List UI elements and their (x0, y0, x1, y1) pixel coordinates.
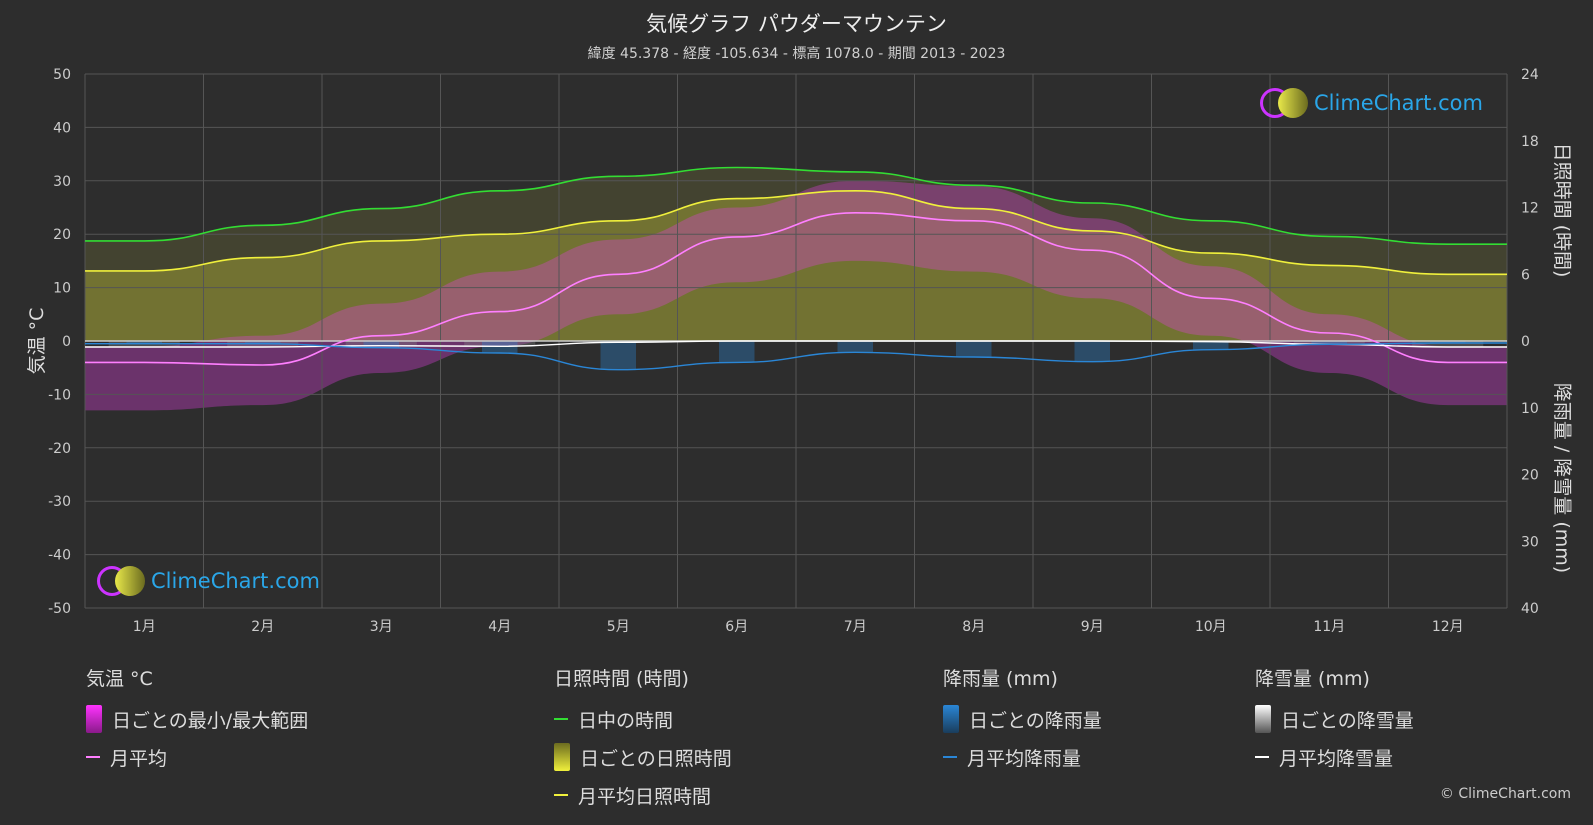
snow-swatch (1255, 705, 1271, 733)
rain-mean-line (85, 342, 1507, 371)
rain-bar (1074, 341, 1110, 362)
rain-bar (600, 341, 636, 370)
legend-snow: 降雪量 (mm) 日ごとの降雪量 月平均降雪量 (1255, 664, 1414, 776)
x-tick-label-month: 10月 (1195, 619, 1227, 635)
copyright: © ClimeChart.com (1439, 786, 1571, 802)
y-tick-label-temperature: 50 (53, 67, 71, 83)
legend-label: 日中の時間 (578, 709, 674, 732)
x-tick-label-month: 11月 (1313, 619, 1345, 635)
chart-title: 気候グラフ パウダーマウンテン (646, 12, 947, 36)
y-tick-label-precipitation: 30 (1521, 534, 1539, 550)
rain-bar (245, 341, 281, 344)
legend-label: 日ごとの日照時間 (580, 747, 732, 770)
y-axis-label-sunshine: 日照時間 (時間) (1551, 143, 1573, 278)
temp-range-swatch (86, 705, 102, 733)
logo-icon (97, 566, 147, 596)
legend-label: 日ごとの降雨量 (969, 709, 1102, 732)
x-tick-label-month: 6月 (725, 619, 748, 635)
snow-mean-line (85, 340, 1507, 348)
legend-rain: 降雨量 (mm) 日ごとの降雨量 月平均降雨量 (943, 664, 1102, 776)
x-tick-label-month: 8月 (962, 619, 985, 635)
legend-label: 月平均 (110, 747, 168, 770)
y-tick-label-temperature: -30 (48, 494, 71, 510)
y-tick-label-temperature: -50 (48, 601, 71, 617)
rain-bar (1430, 341, 1466, 343)
y-tick-label-temperature: -20 (48, 441, 71, 457)
logo-top[interactable]: ClimeChart.com (1260, 88, 1483, 118)
sunshine-mean-line (85, 189, 1507, 276)
y-tick-label-sunshine: 6 (1521, 267, 1530, 283)
x-tick-label-month: 1月 (133, 619, 156, 635)
logo-text: ClimeChart.com (1314, 91, 1483, 115)
y-tick-label-sunshine: 18 (1521, 134, 1539, 150)
y-tick-label-sunshine: 0 (1521, 334, 1530, 350)
sunshine-swatch (554, 743, 570, 771)
y-tick-label-sunshine: 12 (1521, 201, 1539, 217)
rain-bar (956, 341, 992, 357)
legend-title: 降雪量 (mm) (1255, 668, 1370, 690)
logo-icon (1260, 88, 1310, 118)
legend-temperature: 気温 °C 日ごとの最小/最大範囲 月平均 (86, 664, 308, 776)
rain-bar (126, 341, 162, 344)
temperature-mean-line (85, 211, 1507, 366)
legend-label: 月平均日照時間 (578, 785, 712, 808)
legend-sunshine: 日照時間 (時間) 日中の時間 日ごとの日照時間 月平均日照時間 (554, 664, 732, 814)
y-tick-label-precipitation: 20 (1521, 468, 1539, 484)
legend-label: 月平均降雪量 (1279, 747, 1394, 770)
snow-bar (345, 341, 417, 346)
chart-subtitle: 緯度 45.378 - 経度 -105.634 - 標高 1078.0 - 期間… (587, 46, 1006, 62)
temp-mean-swatch (86, 756, 100, 758)
x-tick-label-month: 12月 (1432, 619, 1464, 635)
y-tick-label-temperature: -10 (48, 387, 71, 403)
y-tick-label-temperature: 30 (53, 174, 71, 190)
x-tick-label-month: 3月 (370, 619, 393, 635)
rain-mean-swatch (943, 756, 957, 758)
logo-text: ClimeChart.com (151, 569, 320, 593)
rain-bar (837, 341, 873, 353)
sunshine-mean-swatch (554, 794, 568, 796)
y-tick-label-sunshine: 24 (1521, 67, 1539, 83)
legend-label: 月平均降雨量 (967, 747, 1082, 770)
logo-bottom[interactable]: ClimeChart.com (97, 566, 320, 596)
rain-bar (482, 341, 518, 353)
legend-title: 日照時間 (時間) (554, 668, 689, 690)
snow-mean-swatch (1255, 756, 1269, 758)
y-axis-label-precipitation: 降雨量 / 降雪量 (mm) (1551, 383, 1573, 573)
x-tick-label-month: 9月 (1081, 619, 1104, 635)
rain-bar (1311, 341, 1347, 345)
x-tick-label-month: 4月 (488, 619, 511, 635)
snow-bar (1293, 341, 1365, 345)
rain-bar (363, 341, 399, 348)
x-tick-label-month: 2月 (251, 619, 274, 635)
y-tick-label-temperature: 0 (62, 334, 71, 350)
y-tick-label-temperature: -40 (48, 548, 71, 564)
y-axis-label-temperature: 気温 °C (26, 308, 48, 375)
legend-title: 降雨量 (mm) (943, 668, 1058, 690)
y-tick-label-temperature: 20 (53, 227, 71, 243)
x-tick-label-month: 7月 (844, 619, 867, 635)
snow-bar (464, 341, 536, 347)
legend-title: 気温 °C (86, 668, 153, 690)
daylight-swatch (554, 718, 568, 720)
rain-swatch (943, 705, 959, 733)
snow-bar (1412, 341, 1484, 347)
y-tick-label-temperature: 10 (53, 281, 71, 297)
y-tick-label-precipitation: 10 (1521, 401, 1539, 417)
y-tick-label-precipitation: 40 (1521, 601, 1539, 617)
y-tick-label-temperature: 40 (53, 120, 71, 136)
legend-label: 日ごとの最小/最大範囲 (112, 709, 309, 732)
rain-bar (719, 341, 755, 363)
rain-bar (1193, 341, 1229, 350)
legend-label: 日ごとの降雪量 (1281, 709, 1414, 732)
daylight-line (85, 166, 1507, 245)
x-tick-label-month: 5月 (607, 619, 630, 635)
